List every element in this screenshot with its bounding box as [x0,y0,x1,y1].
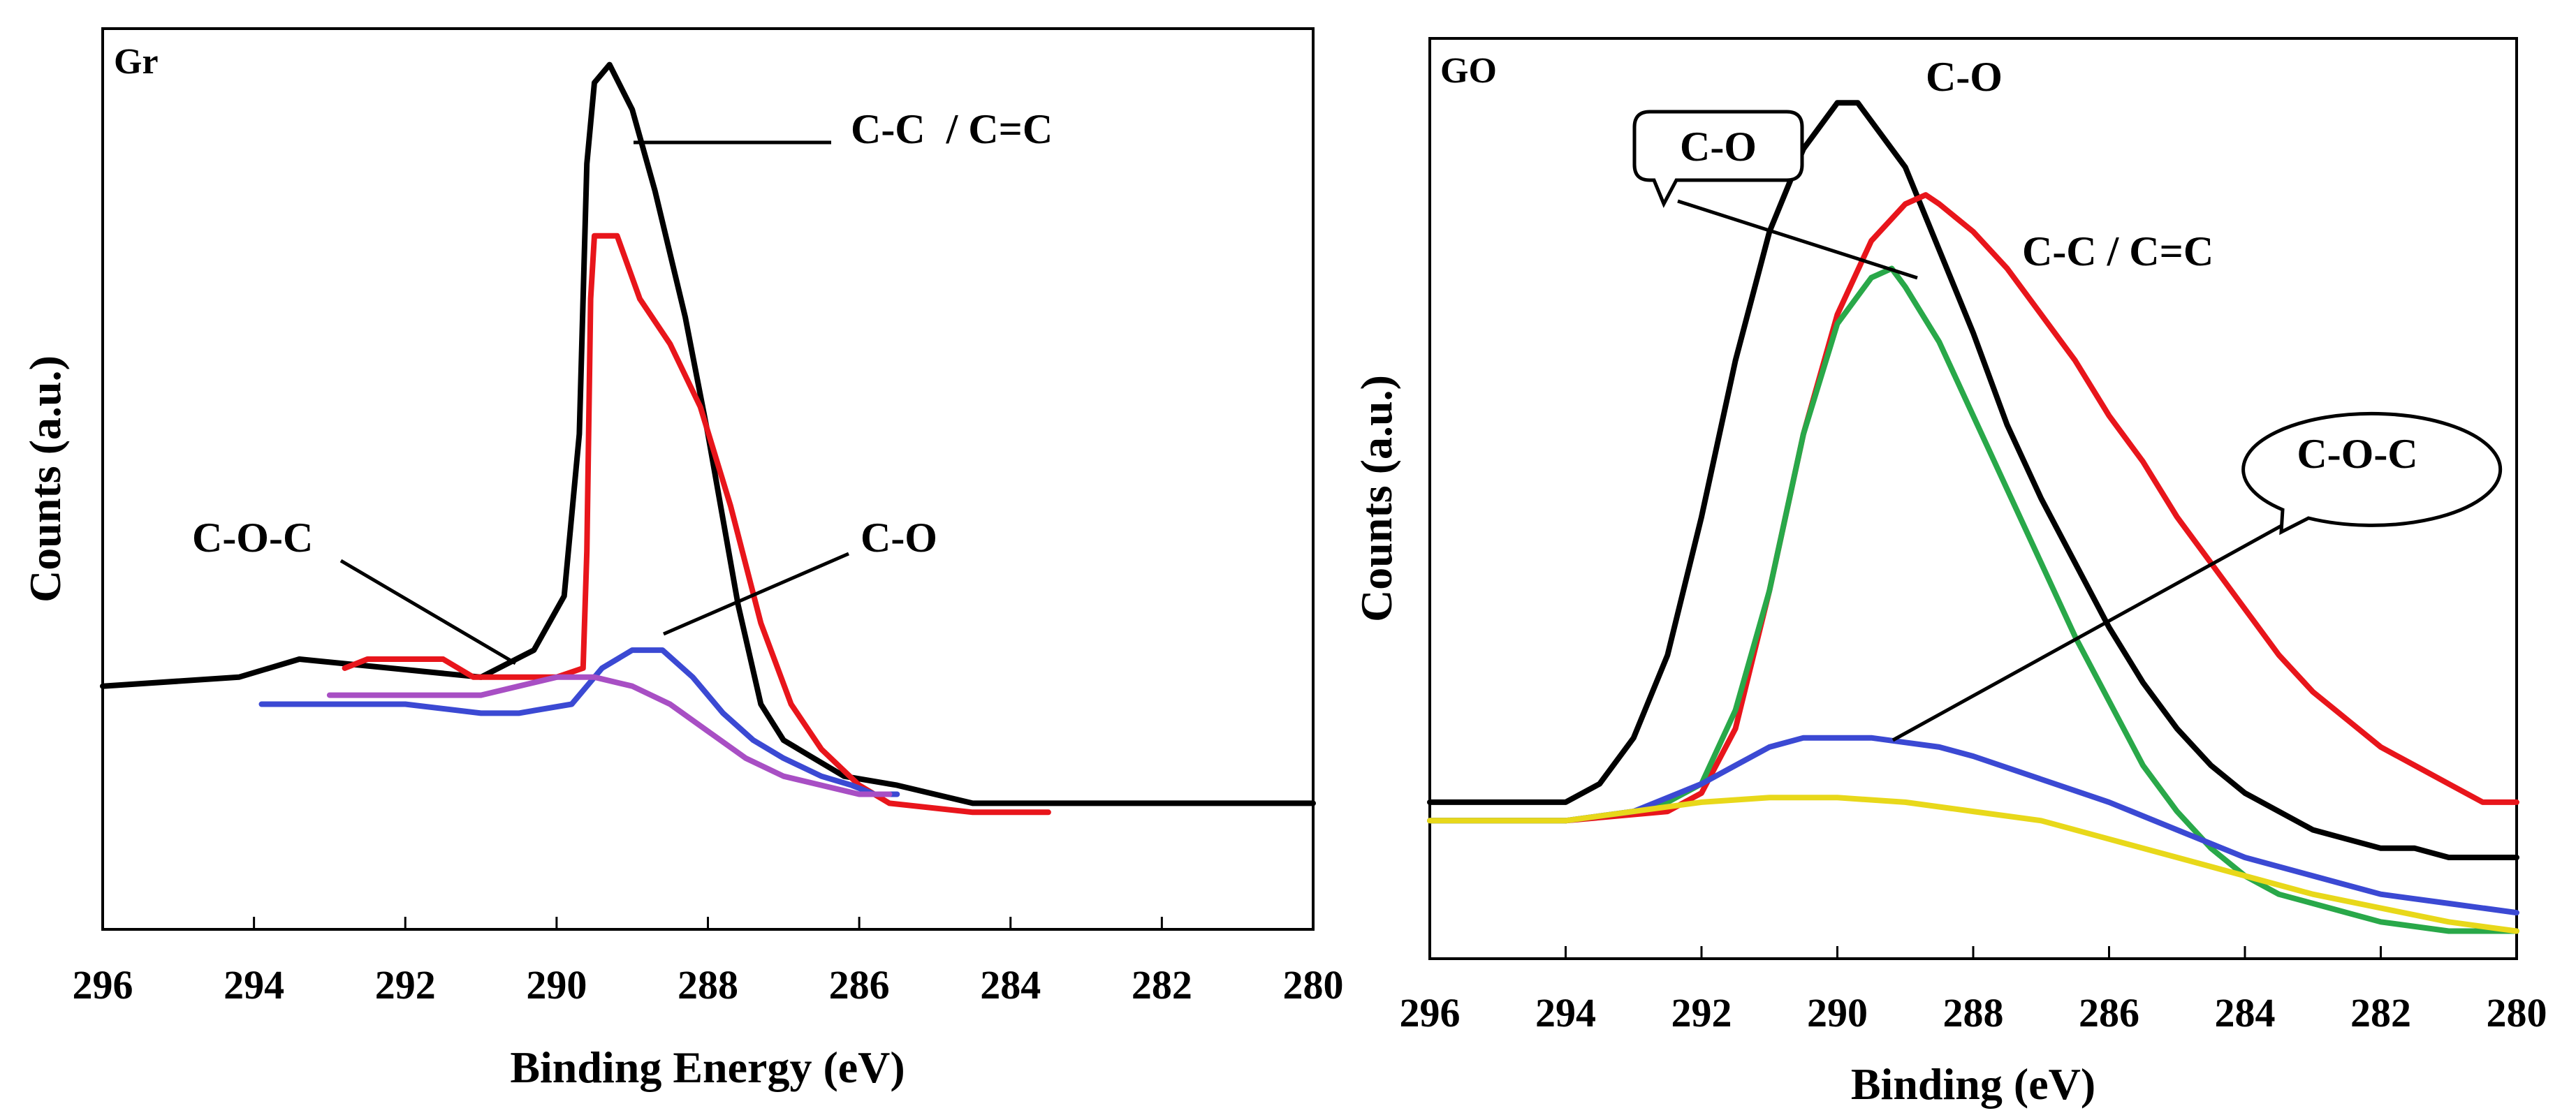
x-tick-label: 292 [375,962,436,1008]
x-tick-label: 290 [1807,990,1868,1035]
x-axis-title-gr: Binding Energy (eV) [510,1042,905,1092]
x-tick-label: 296 [73,962,133,1008]
panel-go: GO 296 294 292 290 288 286 284 282 280 Binding (… [1352,37,2547,1109]
leader-line-coc-go [1891,523,2284,742]
series-lines-gr [100,61,1316,816]
panel-label-go: GO [1440,51,1497,91]
series-line-c-o-c-go [1427,735,2519,916]
x-tick-label: 280 [2487,990,2547,1035]
series-line-envelope-go [1427,100,2519,860]
x-tick-label: 288 [678,962,738,1008]
annotation-label-coc-go: C-O-C [2297,431,2417,477]
x-tick-label: 288 [1943,990,2004,1035]
x-ticks-go: 296 294 292 290 288 286 284 282 280 [1400,946,2547,1035]
leader-line-co-gr [663,552,849,636]
x-tick-label: 284 [2215,990,2276,1035]
annotation-label-co-gr: C-O [861,515,937,561]
series-line-c-c-c-c-gr [342,233,1051,816]
callout-box-coc-go [2241,411,2503,536]
x-tick-label: 284 [980,962,1041,1008]
x-tick-label: 294 [1535,990,1596,1035]
annotation-label-coc-gr: C-O-C [192,515,313,561]
x-tick-label: 286 [829,962,890,1008]
annotation-label-cc-gr: C-C / C=C [851,106,1053,152]
x-tick-label: 296 [1400,990,1461,1035]
annotation-cc-gr: C-C / C=C [634,106,1053,152]
leader-line-co-go [1677,199,1918,280]
x-tick-label: 282 [1132,962,1192,1008]
x-tick-label: 286 [2079,990,2139,1035]
series-line-c-o-c-gr [326,674,893,797]
series-line-background-go [1427,795,2519,934]
x-tick-label: 292 [1671,990,1732,1035]
callout-coc-go: C-O-C [1891,411,2503,742]
x-axis-title-go: Binding (eV) [1851,1059,2095,1109]
series-lines-go [1427,100,2519,934]
callout-co-go: C-O [1632,110,1918,280]
annotation-co-gr: C-O [663,515,937,636]
x-ticks-gr: 296 294 292 290 288 286 284 282 280 [73,917,1344,1008]
x-tick-label: 282 [2350,990,2411,1035]
y-axis-title-go: Counts (a.u.) [1352,375,1401,622]
annotation-label-co-callout-go: C-O [1680,124,1757,170]
x-tick-label: 280 [1283,962,1344,1008]
annotation-label-cc-go: C-C / C=C [2022,228,2213,274]
panel-label-gr: Gr [114,42,159,82]
y-axis-title-gr: Counts (a.u.) [20,355,70,603]
leader-line-coc-gr [339,559,517,665]
annotation-label-co-peak-go: C-O [1926,54,2003,100]
callout-box-co-go [1632,110,1804,208]
series-line-c-o-go [1427,265,2519,934]
panel-gr: Gr 296 294 292 290 288 286 284 282 280 Binding E… [20,27,1344,1092]
series-line-c-o-gr [258,647,900,797]
x-tick-label: 294 [224,962,284,1008]
annotation-coc-gr: C-O-C [192,515,517,665]
x-tick-label: 290 [526,962,587,1008]
